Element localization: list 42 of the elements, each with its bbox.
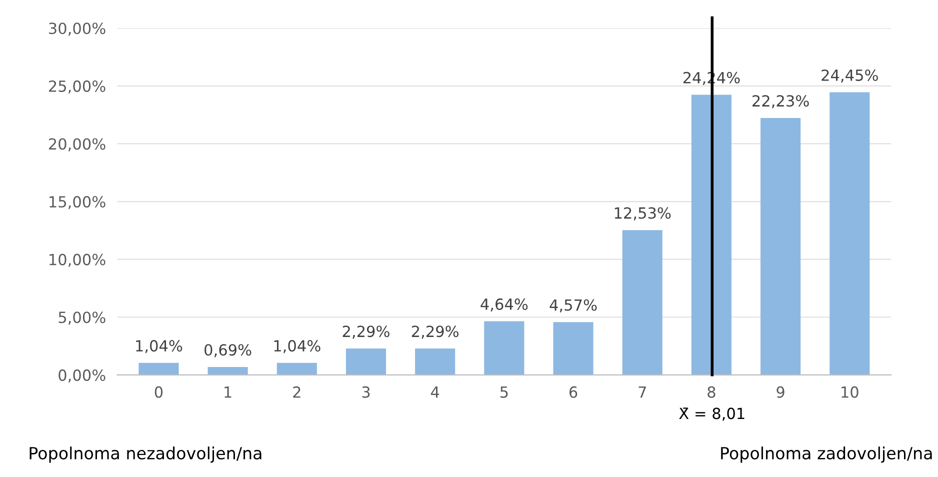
bar bbox=[622, 230, 662, 375]
x-tick-label: 5 bbox=[500, 386, 508, 398]
x-tick-label: 9 bbox=[776, 386, 784, 398]
bar bbox=[346, 348, 386, 375]
y-tick-label: 10,00% bbox=[50, 254, 106, 267]
y-tick-label: 15,00% bbox=[50, 196, 106, 210]
y-tick-label: 0,00% bbox=[58, 369, 106, 382]
x-tick-label: 6 bbox=[569, 386, 578, 398]
y-tick-label: 25,00% bbox=[49, 80, 106, 94]
data-label: 24,45% bbox=[822, 69, 878, 83]
x-tick-label: 3 bbox=[362, 386, 370, 398]
data-label: 1,04% bbox=[136, 340, 182, 354]
data-label: 4,57% bbox=[550, 299, 597, 312]
data-label: 12,53% bbox=[614, 207, 671, 220]
data-label: 1,04% bbox=[274, 340, 320, 354]
data-label: 2,29% bbox=[342, 326, 390, 339]
x-tick-label: 4 bbox=[430, 386, 440, 398]
text: Popolnoma nezadovoljen/na bbox=[30, 446, 262, 463]
ref-line-label: X̄ = 8,01 bbox=[679, 408, 744, 421]
data-label: 4,64% bbox=[480, 298, 528, 312]
bar bbox=[415, 348, 456, 375]
y-tick-label: 30,00% bbox=[49, 22, 106, 36]
bar bbox=[830, 92, 870, 375]
data-label: 2,29% bbox=[412, 326, 459, 339]
bar bbox=[138, 362, 179, 375]
bar bbox=[553, 322, 594, 375]
bar bbox=[760, 118, 801, 375]
x-tick-label: 10 bbox=[842, 386, 858, 398]
x-tick-label: 1 bbox=[224, 386, 232, 398]
x-tick-label: 7 bbox=[638, 386, 646, 398]
x-tick-label: 8 bbox=[708, 386, 716, 398]
bar bbox=[484, 321, 524, 375]
data-label: 0,69% bbox=[204, 344, 252, 358]
data-label: 22,23% bbox=[752, 95, 809, 108]
bar bbox=[208, 366, 248, 375]
text: Popolnoma zadovoljen/na bbox=[721, 446, 932, 463]
y-tick-label: 20,00% bbox=[49, 138, 106, 152]
bar bbox=[276, 362, 317, 375]
y-tick-label: 5,00% bbox=[58, 312, 106, 325]
x-tick-label: 0 bbox=[154, 386, 163, 398]
bar bbox=[691, 94, 732, 375]
x-tick-label: 2 bbox=[293, 386, 300, 398]
